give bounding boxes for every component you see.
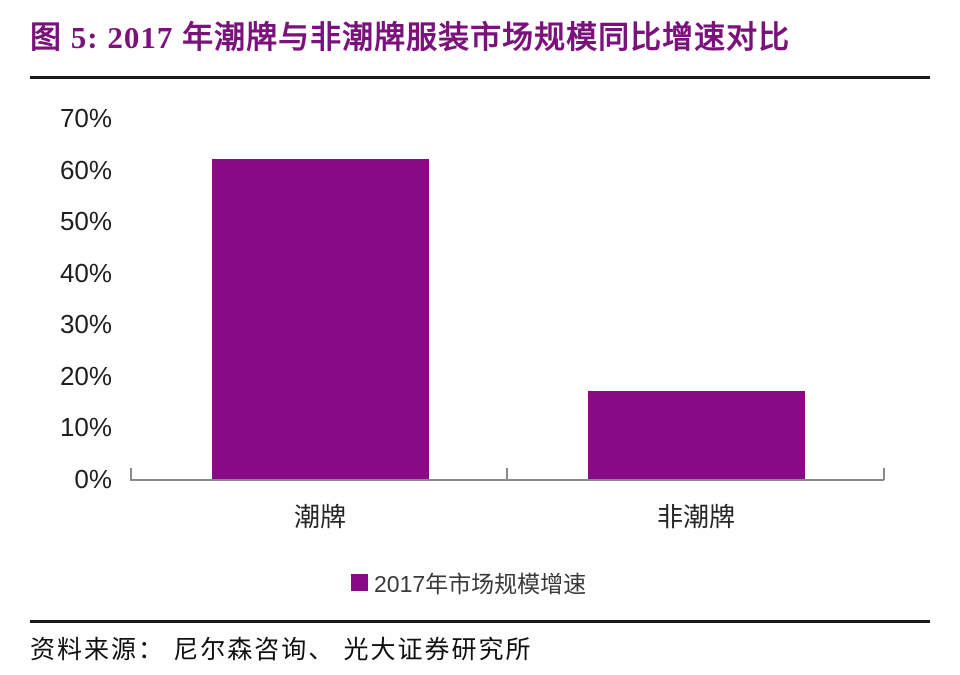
- x-axis-category-label: 潮牌: [293, 502, 347, 532]
- bar-非潮牌: [588, 391, 805, 479]
- x-axis-category-label: 非潮牌: [656, 502, 736, 532]
- y-axis-tick-label: 10%: [59, 412, 112, 443]
- x-axis-tick: [130, 468, 132, 480]
- y-axis-tick-label: 0%: [74, 464, 112, 494]
- y-axis-tick-label: 70%: [59, 103, 112, 133]
- legend: 2017年市场规模增速: [351, 565, 586, 599]
- y-axis-tick-label: 30%: [59, 309, 112, 340]
- y-axis-tick-label: 60%: [59, 154, 112, 185]
- source-note: 资料来源： 尼尔森咨询、 光大证券研究所: [30, 637, 533, 664]
- x-axis-tick: [883, 468, 885, 480]
- bar-潮牌: [212, 159, 429, 479]
- source-divider-line: [30, 620, 930, 623]
- y-axis-tick-label: 50%: [59, 206, 112, 237]
- legend-label: 2017年市场规模增速: [374, 571, 587, 597]
- title-divider-line: [30, 76, 930, 79]
- figure-title: 图 5: 2017 年潮牌与非潮牌服装市场规模同比增速对比: [30, 20, 791, 55]
- x-axis-tick: [506, 468, 508, 480]
- y-axis-tick-label: 20%: [59, 360, 112, 391]
- x-axis-line: [130, 479, 884, 481]
- y-axis-tick-label: 40%: [59, 257, 112, 288]
- legend-swatch-icon: [351, 573, 368, 591]
